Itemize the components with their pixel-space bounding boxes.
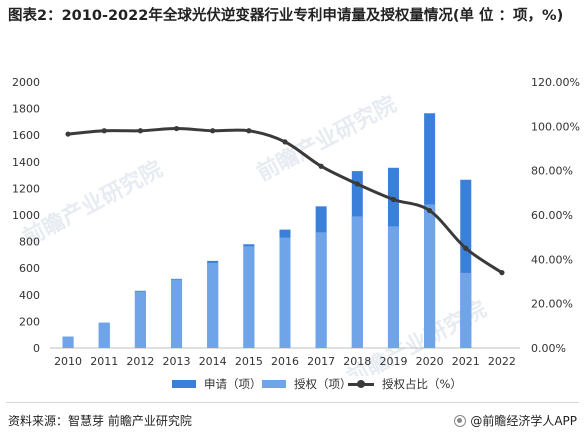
y-right-tick-label: 40.00% [531, 253, 573, 266]
x-tick-label: 2022 [488, 355, 516, 368]
footer-divider [6, 402, 579, 403]
y-right-tick-label: 120.00% [531, 76, 580, 89]
brand-logo-icon [454, 414, 467, 427]
y-right-tick-label: 100.00% [531, 120, 580, 133]
x-tick-label: 2020 [416, 355, 444, 368]
bar-granted [171, 279, 183, 348]
legend-swatch-application [172, 380, 196, 388]
legend-item-granted: 授权（项） [262, 376, 352, 392]
y-right-tick-label: 20.00% [531, 298, 573, 311]
chart-area: 前瞻产业研究院前瞻产业研究院前瞻产业研究院0200400600800100012… [12, 76, 580, 376]
bar-granted [98, 322, 110, 348]
y-left-tick-label: 1800 [12, 103, 40, 116]
legend-label-granted: 授权（项） [294, 377, 352, 391]
legend-swatch-ratio [348, 379, 374, 389]
y-left-tick-label: 1400 [12, 156, 40, 169]
y-left-tick-label: 1200 [12, 182, 40, 195]
source-note: 资料来源：智慧芽 前瞻产业研究院 [8, 414, 192, 428]
ratio-point [65, 131, 71, 137]
legend-label-application: 申请（项） [204, 377, 262, 391]
y-left-tick-label: 0 [33, 342, 40, 355]
watermark-text: 前瞻产业研究院 [19, 156, 167, 251]
bar-granted [351, 216, 363, 348]
bar-granted [387, 226, 399, 348]
bar-granted [460, 272, 472, 348]
y-right-tick-label: 80.00% [531, 165, 573, 178]
ratio-point [246, 128, 252, 134]
legend-item-ratio: 授权占比（%） [348, 376, 462, 392]
x-tick-label: 2012 [126, 355, 154, 368]
ratio-point [210, 128, 216, 134]
x-tick-label: 2018 [343, 355, 371, 368]
legend-item-application: 申请（项） [172, 376, 262, 392]
x-tick-label: 2010 [54, 355, 82, 368]
chart-title: 图表2：2010-2022年全球光伏逆变器行业专利申请量及授权量情况(单 位 ：… [8, 8, 564, 24]
x-tick-label: 2014 [199, 355, 227, 368]
bar-granted [243, 246, 255, 348]
bar-granted [134, 291, 146, 348]
x-tick-label: 2011 [90, 355, 118, 368]
x-tick-label: 2017 [307, 355, 335, 368]
legend-label-ratio: 授权占比（%） [382, 377, 462, 391]
bar-granted [207, 262, 219, 348]
x-tick-label: 2021 [452, 355, 480, 368]
x-tick-label: 2016 [271, 355, 299, 368]
x-tick-label: 2013 [163, 355, 191, 368]
ratio-point [463, 245, 469, 251]
y-right-tick-label: 0.00% [531, 342, 566, 355]
y-left-tick-label: 400 [19, 289, 40, 302]
ratio-point [282, 139, 288, 145]
y-right-tick-label: 60.00% [531, 209, 573, 222]
bar-application [460, 179, 472, 348]
bar-granted [62, 336, 74, 348]
ratio-point [427, 207, 433, 214]
y-left-tick-label: 200 [19, 315, 40, 328]
bar-granted [424, 204, 436, 348]
brand-credit: @前瞻经济学人APP [454, 412, 577, 429]
y-left-tick-label: 1000 [12, 209, 40, 222]
ratio-point [318, 163, 324, 169]
legend-swatch-granted [262, 380, 286, 388]
ratio-point [101, 128, 107, 134]
bar-granted [315, 232, 327, 348]
y-left-tick-label: 1600 [12, 129, 40, 142]
y-left-tick-label: 2000 [12, 76, 40, 89]
ratio-point [137, 128, 143, 134]
brand-text: @前瞻经济学人APP [470, 414, 577, 428]
x-tick-label: 2015 [235, 355, 263, 368]
x-tick-label: 2019 [379, 355, 407, 368]
ratio-point [499, 270, 505, 276]
ratio-point [354, 181, 360, 187]
bar-granted [279, 237, 291, 348]
y-left-tick-label: 800 [19, 236, 40, 249]
legend: 申请（项） 授权（项） 授权占比（%） [0, 376, 585, 394]
ratio-point [390, 196, 397, 203]
y-left-tick-label: 600 [19, 262, 40, 275]
ratio-point [173, 125, 180, 132]
